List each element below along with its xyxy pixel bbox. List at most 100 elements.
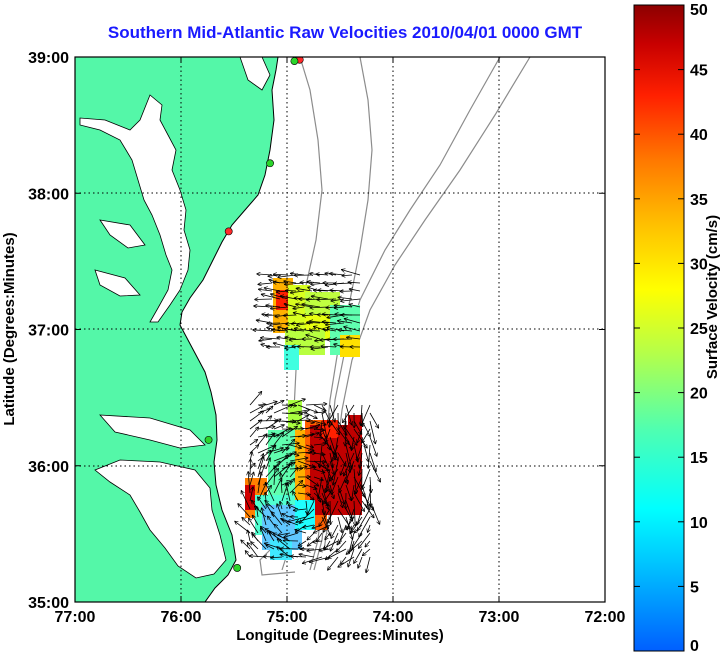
velocity-vector (265, 406, 273, 414)
velocity-vector (321, 500, 325, 515)
velocity-vector (296, 516, 315, 522)
velocity-vector (345, 420, 346, 446)
velocity-vector (336, 540, 347, 552)
velocity-vector (329, 460, 334, 475)
velocity-vector (297, 485, 306, 486)
velocity-vector (274, 465, 275, 486)
velocity-vector (345, 452, 350, 473)
velocity-vector (273, 274, 289, 275)
velocity-vector (257, 472, 261, 494)
velocity-vector (353, 468, 356, 494)
velocity-vector (337, 321, 353, 324)
velocity-vector (366, 556, 371, 573)
velocity-vector (305, 412, 318, 419)
velocity-vector (290, 556, 307, 557)
velocity-vector (267, 516, 275, 526)
velocity-vector (265, 416, 272, 422)
colorbar-tick-label: 30 (690, 256, 708, 273)
colorbar-tick-label: 15 (690, 450, 708, 467)
velocity-vector (273, 454, 293, 462)
velocity-vector (318, 476, 323, 499)
chart-title: Southern Mid-Atlantic Raw Velocities 201… (108, 23, 583, 42)
velocity-vector (281, 420, 300, 423)
velocity-vector (289, 420, 311, 421)
velocity-vector (346, 468, 348, 484)
velocity-vector (309, 556, 331, 562)
velocity-vector (297, 493, 311, 495)
velocity-vector (327, 548, 347, 559)
velocity-vector (289, 458, 308, 462)
velocity-vector (340, 556, 347, 565)
velocity-vector (273, 477, 283, 494)
velocity-vector (269, 322, 289, 325)
velocity-vector (313, 453, 325, 455)
velocity-vector (248, 471, 250, 494)
velocity-vector (349, 289, 361, 291)
grid-lines (75, 57, 605, 602)
colorbar-tick-label: 50 (690, 2, 708, 19)
velocity-vector (329, 452, 333, 468)
velocity-vector (320, 444, 323, 468)
velocity-vector (321, 460, 333, 480)
velocity-vector (289, 444, 302, 448)
velocity-vector (334, 307, 345, 308)
velocity-vector (265, 433, 275, 446)
velocity-vector (331, 444, 339, 462)
velocity-vector (289, 480, 303, 494)
velocity-vector (265, 401, 277, 406)
velocity-vector (283, 281, 297, 283)
velocity-vector (297, 452, 312, 453)
velocity-vector (325, 323, 345, 325)
velocity-vector (270, 294, 289, 300)
velocity-vector (305, 424, 320, 430)
velocity-vector (312, 524, 323, 528)
velocity-vector (289, 467, 298, 478)
velocity-vector (257, 427, 275, 430)
velocity-vector (337, 484, 345, 504)
velocity-vector (277, 532, 291, 535)
chesapeake-bay (79, 94, 191, 323)
velocity-vector (297, 415, 309, 422)
colorbar-label: Surface Velocity (cm/s) (704, 215, 721, 379)
velocity-vector (327, 404, 339, 424)
velocity-vector (370, 484, 371, 508)
velocity-vector (265, 482, 275, 502)
x-tick-label: 73:00 (479, 609, 520, 626)
velocity-vector (249, 391, 262, 406)
velocity-vector (369, 412, 379, 428)
velocity-vector (271, 512, 283, 526)
velocity-vector (348, 548, 355, 567)
velocity-vector (258, 283, 273, 284)
x-axis-label: Longitude (Degrees:Minutes) (236, 627, 444, 644)
velocity-vector (305, 476, 319, 486)
velocity-vector (337, 532, 347, 545)
velocity-vector (351, 436, 355, 451)
velocity-vector (353, 492, 365, 512)
velocity-vector (289, 339, 305, 340)
velocity-vector (305, 492, 314, 500)
velocity-vector (354, 548, 363, 564)
velocity-vector (316, 532, 323, 542)
colorbar (633, 4, 685, 652)
velocity-vector (359, 516, 371, 537)
velocity-vector (309, 330, 321, 331)
velocity-vector (254, 506, 267, 518)
velocity-vector (319, 549, 331, 551)
velocity-vector (325, 428, 331, 443)
velocity-vector (247, 542, 259, 558)
velocity-vector (306, 335, 321, 340)
colorbar-tick-labels: 0 5 10 15 20 25 30 35 40 45 50 (634, 2, 708, 655)
x-tick-label: 75:00 (267, 609, 308, 626)
velocity-vector (312, 541, 323, 542)
velocity-vector (353, 428, 367, 448)
velocity-vector (354, 500, 355, 526)
x-tick-label: 72:00 (585, 609, 626, 626)
velocity-vector (338, 556, 355, 567)
velocity-vector (273, 425, 285, 430)
velocity-vector (241, 540, 251, 550)
velocity-vector (293, 491, 299, 502)
velocity-vector (313, 484, 321, 502)
colorbar-tick-label: 40 (690, 127, 708, 144)
station-marker (290, 57, 299, 65)
velocity-vector (281, 473, 282, 494)
